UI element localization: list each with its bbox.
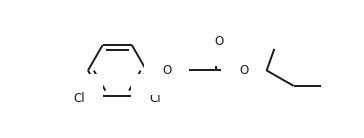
Text: O: O: [239, 64, 248, 77]
Text: O: O: [214, 35, 223, 48]
Text: Cl: Cl: [74, 92, 85, 105]
Text: Cl: Cl: [149, 92, 161, 105]
Text: O: O: [162, 64, 171, 77]
